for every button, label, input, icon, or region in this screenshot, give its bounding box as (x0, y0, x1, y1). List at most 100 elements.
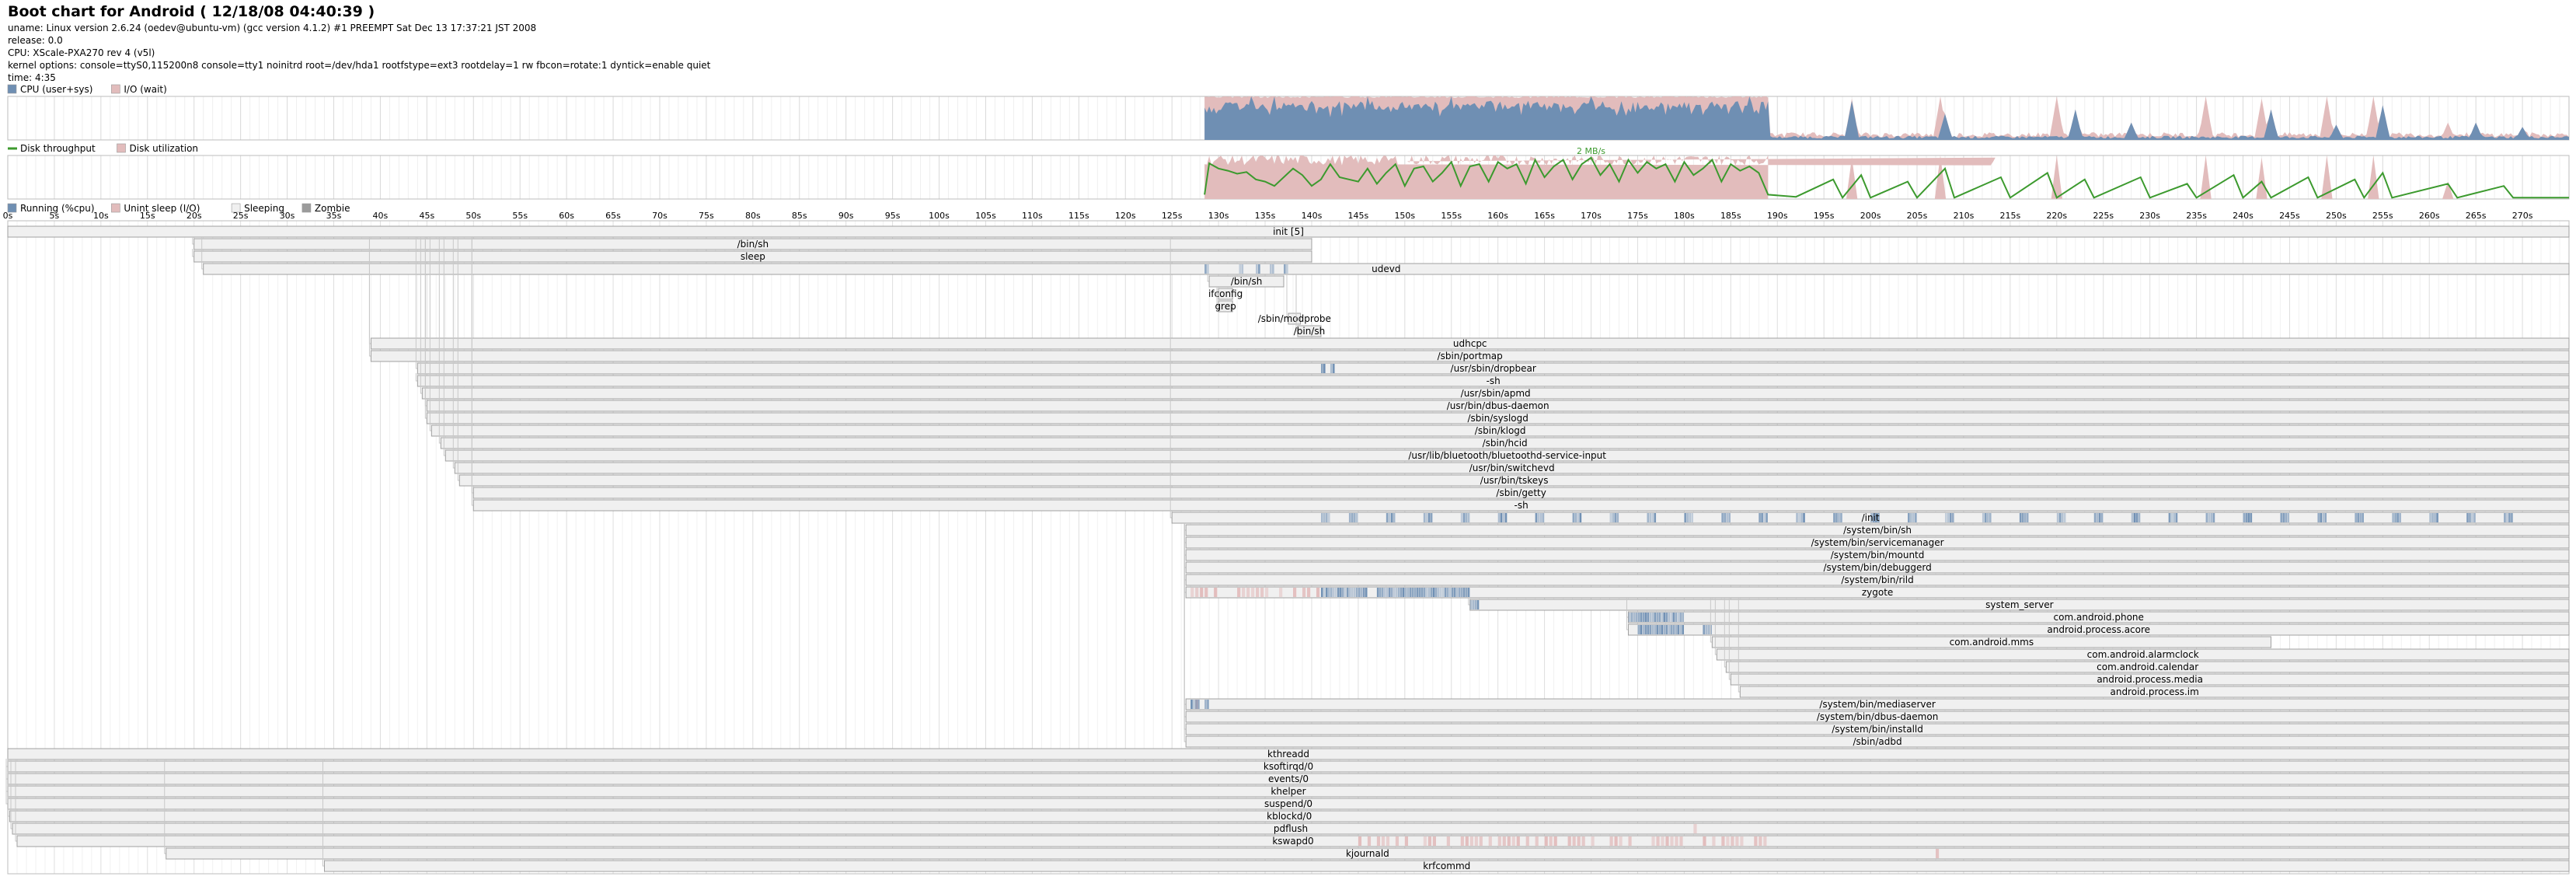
legend-label: Disk utilization (130, 143, 199, 154)
chart-title: Boot chart for Android ( 12/18/08 04:40:… (8, 3, 375, 20)
tick-label: 150s (1394, 211, 1415, 221)
running-segment (1476, 600, 1480, 609)
process-label: /usr/lib/bluetooth/bluetoothd-service-in… (1408, 450, 1606, 461)
running-segment (1796, 513, 1798, 522)
process-connector (368, 236, 371, 357)
running-segment (1686, 513, 1689, 522)
process-label: khelper (1271, 786, 1305, 797)
io-sleep-segment (1581, 836, 1585, 846)
process-connector (471, 236, 474, 506)
running-segment (2280, 513, 2283, 522)
disk-throughput-line (1204, 156, 2569, 200)
tick-label: 175s (1627, 211, 1648, 221)
time-axis: 0s 5s 10s 15s 20s 25s 30s 35s 40s 45s 50s 55s 60s 65s… (3, 211, 2533, 221)
tick-label: 140s (1302, 211, 1323, 221)
process-connector (452, 236, 455, 469)
running-segment (1337, 588, 1340, 597)
running-segment (2019, 513, 2022, 522)
tick-label: 205s (1907, 211, 1928, 221)
process-bar (1218, 300, 1233, 313)
process-label: /sbin/portmap (1438, 351, 1503, 361)
tick-label: 20s (186, 211, 202, 221)
process-row: system_server (1468, 597, 2570, 611)
running-segment (1612, 513, 1615, 522)
running-segment (1423, 513, 1426, 522)
legend-label: I/O (wait) (124, 84, 166, 95)
process-row: /system/bin/installd (1183, 522, 2570, 735)
running-segment (1383, 588, 1386, 597)
running-segment (1418, 588, 1421, 597)
io-sleep-segment (1214, 588, 1218, 597)
running-segment (1651, 625, 1654, 634)
tick-label: 225s (2093, 211, 2114, 221)
process-label: ifconfig (1208, 288, 1243, 299)
process-row: sleep (192, 249, 1312, 263)
tick-label: 240s (2233, 211, 2254, 221)
running-segment (2061, 513, 2064, 522)
process-connector (1738, 597, 1741, 693)
process-row: /system/bin/rild (1183, 522, 2570, 586)
running-segment (1325, 513, 1328, 522)
tick-label: 120s (1115, 211, 1136, 221)
process-row: /system/bin/debuggerd (1183, 522, 2570, 574)
process-bar (1627, 623, 2570, 636)
running-segment (1682, 625, 1685, 634)
running-segment (1388, 588, 1391, 597)
tick-label: 85s (792, 211, 807, 221)
process-label: -sh (1515, 500, 1529, 511)
tick-label: 70s (652, 211, 668, 221)
process-row: /sbin/hcid (438, 236, 2570, 449)
running-segment (2212, 513, 2215, 522)
process-connector (5, 759, 8, 805)
kernel-options-info: kernel options: console=ttyS0,115200n8 c… (8, 60, 711, 71)
running-segment (2431, 513, 2434, 522)
legend-swatch (7, 84, 17, 94)
io-sleep-segment (1763, 836, 1767, 846)
process-bar (1725, 661, 2570, 673)
running-segment (2208, 513, 2211, 522)
tick-label: 30s (280, 211, 295, 221)
running-segment (1455, 588, 1459, 597)
disk-utilization-spike (2256, 157, 2268, 199)
io-sleep-segment (1567, 836, 1571, 846)
process-row: kblockd/0 (7, 759, 2570, 822)
running-segment (1195, 700, 1197, 709)
process-row: com.android.mms (1710, 597, 2271, 648)
io-sleep-segment (1432, 836, 1436, 846)
io-sleep-segment (1712, 836, 1716, 846)
process-bar (472, 499, 2570, 512)
process-bar (1185, 586, 2570, 599)
io-sleep-segment (1251, 588, 1255, 597)
process-label: /usr/bin/dbus-daemon (1447, 400, 1549, 411)
process-row: zygote (1183, 522, 2570, 599)
running-segment (1679, 625, 1682, 634)
process-connector (1216, 286, 1219, 307)
io-sleep-segment (1759, 836, 1762, 846)
running-segment (2434, 513, 2436, 522)
legend-label: CPU (user+sys) (20, 84, 92, 95)
process-label: /system/bin/installd (1832, 724, 1923, 735)
process-label: sleep (741, 251, 765, 262)
process-label: com.android.calendar (2097, 662, 2198, 672)
process-bar (166, 847, 2570, 860)
running-segment (1875, 513, 1877, 522)
running-segment (2168, 513, 2171, 522)
legend-swatch (117, 143, 126, 153)
process-bar (1739, 686, 2570, 698)
running-segment (2021, 513, 2024, 522)
process-label: /usr/sbin/apmd (1461, 388, 1531, 399)
tick-label: 220s (2046, 211, 2067, 221)
running-segment (1467, 513, 1470, 522)
io-sleep-segment (1497, 836, 1501, 846)
max-throughput-label: 2 MB/s (1577, 146, 1605, 156)
tick-label: 160s (1487, 211, 1508, 221)
legend-label: Zombie (315, 203, 350, 214)
process-connector (192, 249, 194, 257)
io-sleep-segment (1469, 836, 1473, 846)
io-sleep-segment (1516, 836, 1520, 846)
legend-swatch (111, 203, 120, 213)
process-bar (7, 225, 2570, 238)
running-segment (1341, 588, 1344, 597)
running-segment (1500, 513, 1503, 522)
process-label: /usr/bin/switchevd (1469, 463, 1555, 473)
